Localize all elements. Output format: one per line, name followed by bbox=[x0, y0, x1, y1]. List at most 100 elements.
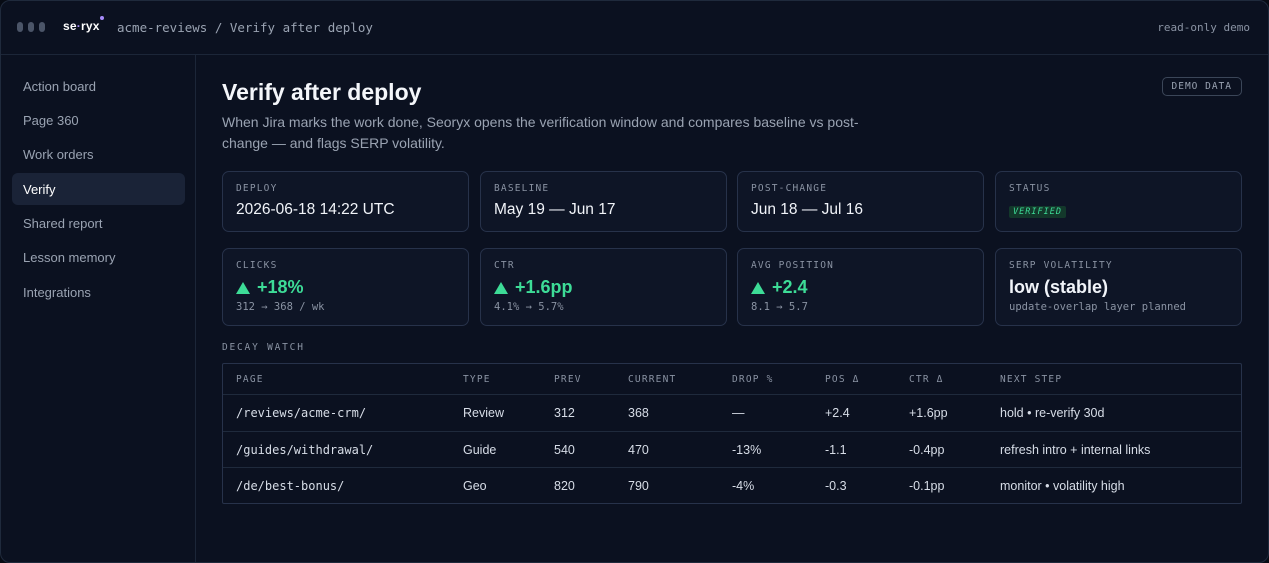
seoryx-logo[interactable]: se·ryx bbox=[63, 16, 104, 33]
baseline-card: BASELINE May 19 — Jun 17 bbox=[480, 171, 727, 232]
column-header[interactable]: POS Δ bbox=[825, 373, 860, 385]
card-value: May 19 — Jun 17 bbox=[494, 201, 616, 218]
window-dot-icon[interactable] bbox=[17, 22, 23, 32]
metric-value: +1.6pp bbox=[515, 277, 573, 297]
table-row[interactable]: /reviews/acme-crm/ Review 312 368 — +2.4… bbox=[223, 395, 1241, 432]
card-value: +1.6pp bbox=[494, 277, 573, 298]
sidebar-item-action-board[interactable]: Action board bbox=[12, 70, 185, 102]
sidebar-item-lesson-memory[interactable]: Lesson memory bbox=[12, 242, 185, 274]
prev-value: 312 bbox=[554, 406, 575, 420]
drop-percent: -4% bbox=[732, 478, 755, 493]
sidebar-item-shared-report[interactable]: Shared report bbox=[12, 208, 185, 240]
sidebar-item-label: Verify bbox=[23, 181, 56, 197]
sidebar-item-label: Lesson memory bbox=[23, 250, 116, 266]
serp-volatility-card: SERP VOLATILITY low (stable) update-over… bbox=[995, 248, 1242, 326]
prev-value: 540 bbox=[554, 442, 575, 457]
pos-delta: -1.1 bbox=[825, 442, 847, 457]
column-header[interactable]: CTR Δ bbox=[909, 373, 944, 385]
sidebar-item-integrations[interactable]: Integrations bbox=[12, 276, 185, 308]
column-header[interactable]: CURRENT bbox=[628, 373, 677, 385]
page-type: Guide bbox=[463, 442, 497, 457]
window-controls bbox=[17, 22, 45, 32]
column-header[interactable]: NEXT STEP bbox=[1000, 373, 1063, 385]
card-label: POST-CHANGE bbox=[751, 183, 828, 194]
card-label: DEPLOY bbox=[236, 183, 278, 194]
sidebar-item-label: Integrations bbox=[23, 284, 91, 300]
triangle-up-icon bbox=[751, 281, 765, 294]
table-header-row: PAGE TYPE PREV CURRENT DROP % POS Δ CTR … bbox=[223, 364, 1241, 395]
page-type: Review bbox=[463, 406, 504, 420]
sidebar-item-label: Work orders bbox=[23, 147, 94, 163]
page-description: When Jira marks the work done, Seoryx op… bbox=[222, 114, 859, 151]
avg-position-card: AVG POSITION +2.4 8.1 → 5.7 bbox=[737, 248, 984, 326]
triangle-up-icon bbox=[236, 281, 250, 294]
sidebar-item-label: Shared report bbox=[23, 216, 103, 232]
card-value: +2.4 bbox=[751, 277, 808, 298]
ctr-delta: -0.4pp bbox=[909, 442, 945, 457]
card-value: 2026-06-18 14:22 UTC bbox=[236, 201, 395, 218]
ctr-delta: +1.6pp bbox=[909, 406, 948, 420]
card-detail: 312 → 368 / wk bbox=[236, 301, 325, 313]
column-header[interactable]: TYPE bbox=[463, 373, 491, 385]
current-value: 470 bbox=[628, 442, 649, 457]
sidebar-item-page-360[interactable]: Page 360 bbox=[12, 104, 185, 136]
decay-watch-title: DECAY WATCH bbox=[222, 342, 305, 353]
page-type: Geo bbox=[463, 478, 487, 493]
deploy-card: DEPLOY 2026-06-18 14:22 UTC bbox=[222, 171, 469, 232]
next-step: refresh intro + internal links bbox=[1000, 442, 1151, 457]
card-label: CLICKS bbox=[236, 260, 278, 271]
next-step: hold • re-verify 30d bbox=[1000, 406, 1105, 420]
pos-delta: +2.4 bbox=[825, 406, 850, 420]
ctr-delta: -0.1pp bbox=[909, 478, 945, 493]
card-value: +18% bbox=[236, 277, 304, 298]
page-path[interactable]: /de/best-bonus/ bbox=[236, 478, 345, 493]
card-value: Jun 18 — Jul 16 bbox=[751, 201, 864, 218]
column-header[interactable]: PAGE bbox=[236, 373, 264, 385]
logo-text: se bbox=[63, 19, 77, 33]
card-label: CTR bbox=[494, 260, 515, 271]
clicks-card: CLICKS +18% 312 → 368 / wk bbox=[222, 248, 469, 326]
column-header[interactable]: DROP % bbox=[732, 373, 774, 385]
breadcrumb: acme-reviews / Verify after deploy bbox=[117, 20, 373, 35]
status-badge: VERIFIED bbox=[1009, 206, 1066, 218]
card-label: SERP VOLATILITY bbox=[1009, 260, 1113, 271]
card-value: low (stable) bbox=[1009, 277, 1109, 297]
card-detail: 4.1% → 5.7% bbox=[494, 301, 564, 313]
sidebar-nav: Action board Page 360 Work orders Verify… bbox=[12, 70, 185, 311]
table-row[interactable]: /guides/withdrawal/ Guide 540 470 -13% -… bbox=[223, 432, 1241, 468]
window-dot-icon[interactable] bbox=[39, 22, 45, 32]
page-path[interactable]: /guides/withdrawal/ bbox=[236, 442, 374, 457]
status-card: STATUS VERIFIED bbox=[995, 171, 1242, 232]
drop-percent: — bbox=[732, 406, 745, 420]
sidebar-item-label: Action board bbox=[23, 78, 96, 94]
pos-delta: -0.3 bbox=[825, 478, 847, 493]
next-step: monitor • volatility high bbox=[1000, 478, 1125, 493]
triangle-up-icon bbox=[494, 281, 508, 294]
sidebar-item-work-orders[interactable]: Work orders bbox=[12, 139, 185, 171]
sidebar: Action board Page 360 Work orders Verify… bbox=[1, 55, 196, 562]
post-change-card: POST-CHANGE Jun 18 — Jul 16 bbox=[737, 171, 984, 232]
ctr-card: CTR +1.6pp 4.1% → 5.7% bbox=[480, 248, 727, 326]
current-value: 790 bbox=[628, 478, 649, 493]
card-detail: update-overlap layer planned bbox=[1009, 301, 1187, 313]
metric-value: +2.4 bbox=[772, 277, 808, 297]
page-title: Verify after deploy bbox=[222, 79, 422, 105]
page-path[interactable]: /reviews/acme-crm/ bbox=[236, 406, 367, 420]
prev-value: 820 bbox=[554, 478, 575, 493]
drop-percent: -13% bbox=[732, 442, 762, 457]
current-value: 368 bbox=[628, 406, 649, 420]
card-label: BASELINE bbox=[494, 183, 550, 194]
card-label: STATUS bbox=[1009, 183, 1051, 194]
logo-spark-icon bbox=[100, 16, 104, 20]
sidebar-item-verify[interactable]: Verify bbox=[12, 173, 185, 206]
logo-text-end: ryx bbox=[80, 19, 100, 33]
demo-data-badge: DEMO DATA bbox=[1161, 77, 1242, 96]
decay-watch-table: PAGE TYPE PREV CURRENT DROP % POS Δ CTR … bbox=[222, 363, 1242, 504]
card-detail: 8.1 → 5.7 bbox=[751, 301, 808, 313]
readonly-label: read-only demo bbox=[1157, 21, 1250, 34]
table-row[interactable]: /de/best-bonus/ Geo 820 790 -4% -0.3 -0.… bbox=[223, 468, 1241, 503]
column-header[interactable]: PREV bbox=[554, 373, 582, 385]
window-dot-icon[interactable] bbox=[28, 22, 34, 32]
metric-value: +18% bbox=[257, 277, 304, 297]
